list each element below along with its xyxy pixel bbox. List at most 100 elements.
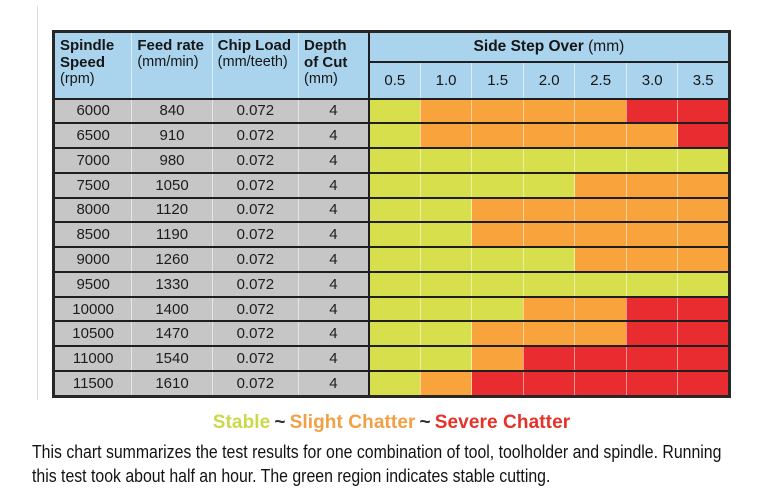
status-cell-severe — [522, 369, 575, 397]
status-cell-slight — [471, 345, 524, 371]
legend-separator: ~ — [274, 412, 286, 433]
status-cell-stable — [419, 147, 472, 173]
spindle-speed-cell: 11000 — [53, 345, 132, 371]
step-value-header: 1.5 — [471, 61, 524, 100]
depth-of-cut-cell: 4 — [298, 270, 369, 297]
status-cell-slight — [574, 221, 627, 248]
status-cell-stable — [574, 147, 627, 173]
depth-of-cut-cell: 4 — [298, 320, 369, 347]
spindle-speed-cell: 8500 — [53, 221, 132, 248]
chip-load-cell: 0.072 — [211, 171, 299, 198]
status-cell-stable — [677, 270, 730, 297]
feed-rate-cell: 980 — [131, 147, 213, 173]
chip-load-cell: 0.072 — [211, 270, 299, 297]
table-row: 7500 1050 0.072 4 — [53, 171, 730, 198]
col-header-feed-rate: Feed rate (mm/min) — [131, 31, 213, 100]
status-cell-slight — [625, 246, 678, 272]
spindle-speed-cell: 11500 — [53, 369, 132, 397]
feed-rate-cell: 1540 — [131, 345, 213, 371]
table-row: 9500 1330 0.072 4 — [53, 270, 730, 297]
status-cell-severe — [677, 295, 730, 322]
footer-line: this test took about half an hour. The g… — [32, 465, 551, 486]
feed-rate-cell: 1610 — [131, 369, 213, 397]
status-cell-slight — [522, 221, 575, 248]
chip-load-cell: 0.072 — [211, 147, 299, 173]
feed-rate-cell: 1190 — [131, 221, 213, 248]
spindle-speed-cell: 10000 — [53, 295, 132, 322]
status-cell-stable — [471, 147, 524, 173]
status-cell-stable — [574, 270, 627, 297]
results-body: 6000 840 0.072 4 6500 910 0.072 4 7000 980 0.072 4 7… — [53, 98, 730, 397]
status-cell-slight — [471, 221, 524, 248]
depth-of-cut-cell: 4 — [298, 221, 369, 248]
step-value-header: 2.0 — [522, 61, 575, 100]
status-cell-slight — [625, 122, 678, 149]
legend-label: Slight Chatter — [289, 412, 416, 433]
status-cell-stable — [367, 196, 421, 223]
status-cell-stable — [471, 270, 524, 297]
step-value-header: 1.0 — [419, 61, 472, 100]
status-cell-stable — [367, 345, 421, 371]
status-cell-severe — [625, 345, 678, 371]
status-cell-severe — [625, 369, 678, 397]
feed-rate-cell: 1050 — [131, 171, 213, 198]
depth-of-cut-cell: 4 — [298, 98, 369, 124]
table-row: 7000 980 0.072 4 — [53, 147, 730, 173]
status-cell-stable — [367, 270, 421, 297]
status-cell-severe — [677, 369, 730, 397]
table-row: 10500 1470 0.072 4 — [53, 320, 730, 347]
table-row: 11000 1540 0.072 4 — [53, 345, 730, 371]
status-cell-slight — [574, 246, 627, 272]
group-unit: (mm) — [588, 37, 625, 55]
chip-load-cell: 0.072 — [211, 369, 299, 397]
status-cell-severe — [625, 98, 678, 124]
spindle-speed-cell: 8000 — [53, 196, 132, 223]
status-cell-stable — [419, 171, 472, 198]
footer-description: This chart summarizes the test results f… — [32, 441, 721, 488]
depth-of-cut-cell: 4 — [298, 147, 369, 173]
status-cell-severe — [625, 295, 678, 322]
status-cell-stable — [677, 147, 730, 173]
status-cell-slight — [574, 122, 627, 149]
legend-label: Stable — [212, 412, 271, 433]
status-cell-slight — [574, 320, 627, 347]
status-cell-stable — [419, 270, 472, 297]
status-cell-stable — [367, 171, 421, 198]
step-value-header: 2.5 — [574, 61, 627, 100]
feed-rate-cell: 910 — [131, 122, 213, 149]
feed-rate-cell: 1470 — [131, 320, 213, 347]
status-cell-slight — [471, 98, 524, 124]
step-value-header: 3.5 — [677, 61, 730, 100]
chip-load-cell: 0.072 — [211, 320, 299, 347]
status-cell-slight — [522, 98, 575, 124]
spindle-speed-cell: 7000 — [53, 147, 132, 173]
status-cell-slight — [574, 98, 627, 124]
chip-load-cell: 0.072 — [211, 295, 299, 322]
col-title: Depth of Cut — [304, 37, 348, 71]
status-cell-stable — [419, 246, 472, 272]
group-title: Side Step Over — [473, 37, 584, 55]
col-header-chip-load: Chip Load (mm/teeth) — [211, 31, 299, 100]
status-cell-stable — [367, 98, 421, 124]
feed-rate-cell: 1330 — [131, 270, 213, 297]
spindle-speed-cell: 10500 — [53, 320, 132, 347]
step-value-header: 3.0 — [625, 61, 678, 100]
feed-rate-cell: 840 — [131, 98, 213, 124]
status-cell-severe — [471, 369, 524, 397]
spindle-speed-cell: 9000 — [53, 246, 132, 272]
chatter-results-table: Spindle Speed (rpm) Feed rate (mm/min) C… — [52, 30, 731, 398]
status-cell-slight — [574, 171, 627, 198]
status-cell-stable — [367, 147, 421, 173]
status-cell-stable — [367, 122, 421, 149]
col-unit: (rpm) — [60, 71, 95, 87]
status-cell-slight — [574, 196, 627, 223]
col-unit: (mm/teeth) — [217, 54, 288, 70]
status-cell-slight — [471, 320, 524, 347]
status-cell-slight — [522, 320, 575, 347]
table-row: 10000 1400 0.072 4 — [53, 295, 730, 322]
col-header-spindle-speed: Spindle Speed (rpm) — [53, 31, 132, 100]
status-cell-slight — [419, 98, 472, 124]
col-group-header-side-step-over: Side Step Over (mm) — [367, 31, 730, 63]
col-title: Spindle Speed — [60, 37, 115, 71]
status-cell-severe — [574, 345, 627, 371]
